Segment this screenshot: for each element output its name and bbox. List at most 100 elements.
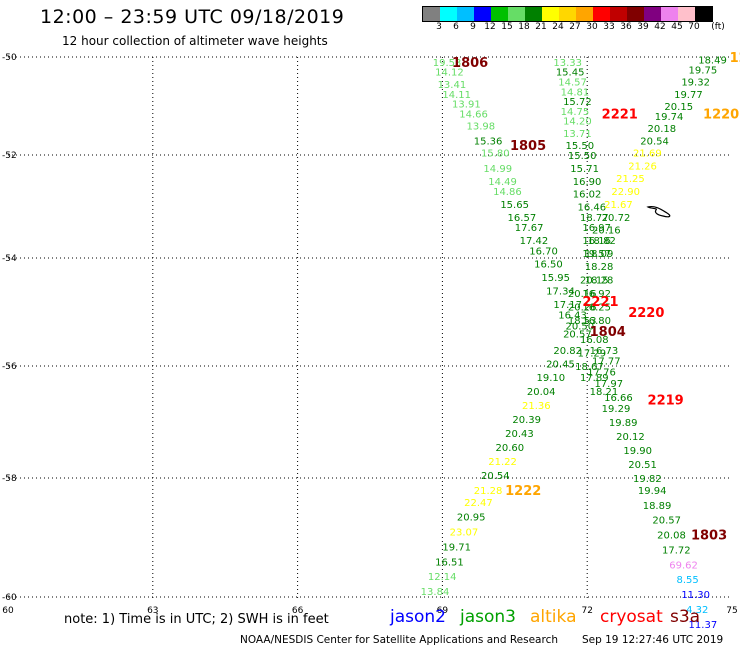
scale-tick-label: 24 (552, 22, 564, 32)
scale-swatch (525, 7, 542, 21)
wave-height-value: 19.74 (655, 112, 684, 123)
pass-time-label: 1805 (510, 139, 546, 154)
scale-swatch (559, 7, 576, 21)
pass-time-label: 2221 (602, 107, 638, 122)
scale-swatch (695, 7, 712, 21)
wave-height-value: 20.54 (640, 136, 669, 147)
pass-time-label: 1222 (505, 484, 541, 499)
x-axis-tick-label: 63 (147, 606, 158, 616)
wave-height-value: 14.66 (459, 109, 488, 120)
scale-tick-label: 45 (671, 22, 683, 32)
wave-height-value: 16.25 (582, 303, 611, 314)
wave-height-value: 15.65 (500, 200, 529, 211)
wave-height-value: 18.28 (585, 276, 614, 287)
scale-tick-label: 33 (603, 22, 615, 32)
wave-height-value: 16.50 (534, 259, 563, 270)
axis-labels: 60 63 66 69 72 75 -50 -52 -54 -56 -58 -60 (2, 53, 738, 616)
footer-timestamp: Sep 19 12:27:46 UTC 2019 (582, 634, 724, 646)
wave-height-value: 17.67 (515, 223, 544, 234)
wave-height-value: 19.90 (623, 446, 652, 457)
wave-height-value: 13.98 (467, 122, 496, 133)
wave-height-value: 13.71 (563, 129, 592, 140)
wave-height-value: 19.82 (633, 474, 662, 485)
scale-swatch (576, 7, 593, 21)
satellite-legend-item: jason3 (460, 607, 516, 627)
wave-height-value: 20.04 (527, 387, 556, 398)
scale-swatch (491, 7, 508, 21)
pass-time-label: 12 (730, 51, 740, 66)
wave-height-value: 19.10 (537, 373, 566, 384)
x-axis-tick-label: 75 (726, 606, 737, 616)
scale-tick-label: 9 (470, 22, 476, 32)
pass-time-label: 2219 (648, 394, 684, 409)
wave-height-value: 20.18 (648, 124, 677, 135)
wave-height-value: 13.84 (421, 587, 450, 598)
wave-height-value: 20.57 (652, 516, 681, 527)
wave-height-value: 18.49 (698, 55, 727, 66)
wave-height-value: 21.36 (522, 401, 551, 412)
wave-height-value: 18.67 (575, 362, 604, 373)
scale-tick-label: 42 (654, 22, 666, 32)
wave-height-value: 11.37 (689, 620, 718, 631)
wave-height-value: 20.15 (580, 276, 609, 287)
wave-height-value: 20.15 (664, 102, 693, 113)
wave-height-value: 21.28 (474, 486, 503, 497)
scale-tick-label: 3 (436, 22, 442, 32)
wave-height-value: 20.72 (602, 213, 631, 224)
scale-swatch (627, 7, 644, 21)
scale-tick-label: 39 (637, 22, 649, 32)
wave-height-value: 20.60 (495, 443, 524, 454)
wave-height-value: 19.71 (442, 542, 471, 553)
wave-height-value: 14.75 (561, 107, 590, 118)
wave-height-value: 23.07 (450, 528, 479, 539)
wave-height-value: 19.32 (681, 78, 710, 89)
scale-tick-label: 18 (518, 22, 530, 32)
wave-height-value: 21.26 (628, 161, 657, 172)
wave-height-value: 21.67 (604, 200, 633, 211)
pass-time-label: 1220 (703, 107, 739, 122)
scale-swatch (661, 7, 678, 21)
wave-height-value: 20.50 (565, 322, 594, 333)
wave-height-value: 16.51 (435, 557, 464, 568)
wave-height-value: 21.22 (488, 457, 517, 468)
wave-height-value: 18.21 (590, 387, 619, 398)
scale-tick-label: 12 (484, 22, 496, 32)
wave-height-value: 20.08 (657, 531, 686, 542)
satellite-legend-item: jason2 (390, 607, 446, 627)
scale-tick-label: 15 (501, 22, 513, 32)
wave-height-value: 16.43 (558, 311, 587, 322)
wave-height-value: 15.71 (570, 164, 599, 175)
pass-time-label: 2220 (628, 306, 664, 321)
wave-height-value: 13.91 (452, 100, 481, 111)
y-axis-tick-label: -50 (2, 53, 17, 63)
wave-height-value: 16.02 (573, 190, 602, 201)
wave-height-value: 18.77 (580, 213, 609, 224)
wave-height-value: 16.92 (582, 289, 611, 300)
wave-height-value: 15.95 (541, 273, 570, 284)
wave-height-value: 16.73 (590, 346, 619, 357)
island-outline (646, 205, 671, 218)
wave-height-value: 69.62 (669, 560, 698, 571)
pass-time-label: 1804 (590, 325, 626, 340)
wave-height-value: 4.32 (686, 605, 708, 616)
wave-height-value: 16.57 (508, 213, 537, 224)
scale-swatch (423, 7, 440, 21)
wave-height-value: 19.77 (674, 90, 703, 101)
wave-height-value: 20.54 (481, 471, 510, 482)
scale-swatch (474, 7, 491, 21)
wave-height-value: 14.20 (563, 117, 592, 128)
scale-tick-label: 27 (569, 22, 581, 32)
wave-height-value: 15.45 (556, 68, 585, 79)
wave-height-value: 12.14 (428, 572, 457, 583)
wave-height-value: 19.94 (638, 486, 667, 497)
wave-height-value: 13.41 (438, 80, 467, 91)
wave-height-value: 11.30 (681, 590, 710, 601)
wave-height-value: 15.80 (481, 149, 510, 160)
wave-height-value: 16.97 (582, 223, 611, 234)
scale-swatch (542, 7, 559, 21)
wave-height-value: 19.89 (609, 418, 638, 429)
scale-tick-label: 6 (453, 22, 459, 32)
wave-height-value: 20.26 (568, 303, 597, 314)
wave-height-value: 21.69 (633, 149, 662, 160)
